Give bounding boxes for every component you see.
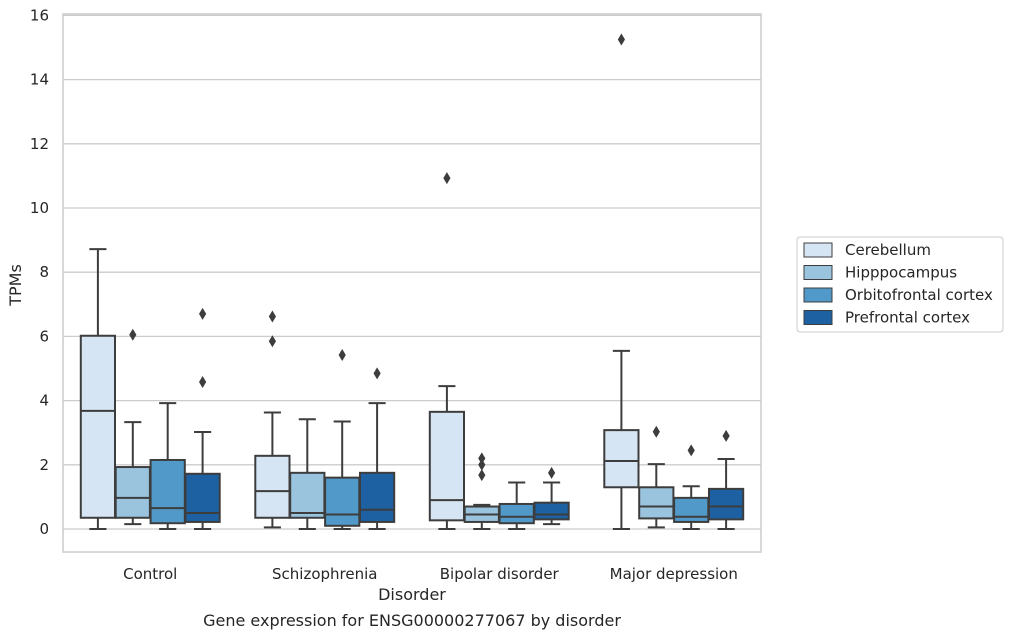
legend-swatch: [803, 287, 833, 303]
y-tick-label: 8: [39, 263, 49, 281]
x-tick-label: Bipolar disorder: [440, 565, 560, 583]
y-axis-label: TPMs: [6, 264, 25, 307]
outlier-point: [129, 328, 137, 341]
y-tick-label: 10: [30, 199, 49, 217]
box-prefrontal-cortex: [533, 466, 570, 526]
chart-caption: Gene expression for ENSG00000277067 by d…: [203, 611, 621, 630]
box-body: [428, 410, 466, 522]
y-tick-labels: 0 2 4 6 8 10 12 14 16: [30, 6, 49, 538]
outlier-point: [652, 425, 660, 438]
box-cerebellum: [254, 310, 291, 529]
box-groups: [79, 33, 745, 530]
outlier-point: [443, 172, 451, 185]
box-body: [533, 501, 570, 521]
box-body: [79, 334, 117, 519]
box-orbitofrontal-cortex: [498, 481, 535, 530]
box-body: [324, 476, 361, 527]
y-tick-label: 2: [39, 456, 49, 474]
box-body: [149, 458, 186, 525]
plot-frame: [62, 13, 762, 553]
outlier-point: [478, 469, 486, 482]
outlier-point: [338, 349, 346, 362]
box-prefrontal-cortex: [358, 367, 396, 530]
outlier-point: [722, 429, 730, 442]
outlier-point: [268, 310, 276, 323]
box-orbitofrontal-cortex: [149, 402, 186, 530]
outlier-point: [478, 458, 486, 471]
x-axis-label: Disorder: [378, 585, 446, 604]
outlier-point: [199, 307, 207, 320]
box-body: [707, 487, 745, 521]
legend-swatch: [803, 242, 833, 258]
box-cerebellum: [428, 172, 466, 530]
box-body: [184, 472, 221, 523]
box-body: [603, 429, 640, 489]
box-body: [638, 486, 675, 520]
legend-swatch: [803, 265, 833, 280]
y-tick-label: 4: [39, 392, 49, 410]
legend: Cerebellum Hipppocampus Orbitofrontal cort…: [796, 236, 1004, 333]
box-body: [673, 496, 710, 523]
y-tick-label: 14: [30, 71, 49, 89]
outlier-point: [373, 367, 381, 380]
box-hipppocampus: [463, 452, 500, 530]
box-body: [289, 471, 326, 519]
y-tick-label: 12: [30, 135, 49, 153]
box-body: [114, 466, 151, 519]
legend-label: Cerebellum: [845, 241, 931, 259]
outlier-point: [199, 375, 207, 388]
box-body: [358, 471, 396, 523]
box-hipppocampus: [638, 425, 675, 529]
x-tick-label: Major depression: [610, 565, 738, 583]
box-cerebellum: [603, 33, 640, 530]
y-tick-label: 0: [39, 520, 49, 538]
box-orbitofrontal-cortex: [673, 444, 710, 530]
x-tick-label: Schizophrenia: [272, 565, 377, 583]
x-tick-label: Control: [123, 565, 177, 583]
box-body: [498, 502, 535, 525]
y-tick-label: 6: [39, 327, 49, 345]
legend-label: Hipppocampus: [845, 264, 957, 282]
box-cerebellum: [79, 248, 117, 530]
legend-label: Prefrontal cortex: [845, 309, 970, 327]
box-hipppocampus: [114, 328, 151, 526]
legend-frame: [796, 236, 1004, 333]
legend-label: Orbitofrontal cortex: [845, 286, 993, 304]
box-hipppocampus: [289, 418, 326, 530]
box-body: [254, 454, 291, 519]
outlier-point: [617, 33, 625, 46]
outlier-point: [268, 335, 276, 348]
x-tick-labels: Control Schizophrenia Bipolar disorder Majo…: [123, 565, 738, 583]
outlier-point: [687, 444, 695, 457]
outlier-point: [548, 466, 556, 479]
legend-swatch: [803, 310, 833, 325]
y-tick-label: 16: [30, 6, 49, 24]
box-prefrontal-cortex: [184, 307, 221, 530]
box-prefrontal-cortex: [707, 429, 745, 530]
box-orbitofrontal-cortex: [324, 349, 361, 530]
outlier-point: [478, 452, 486, 465]
